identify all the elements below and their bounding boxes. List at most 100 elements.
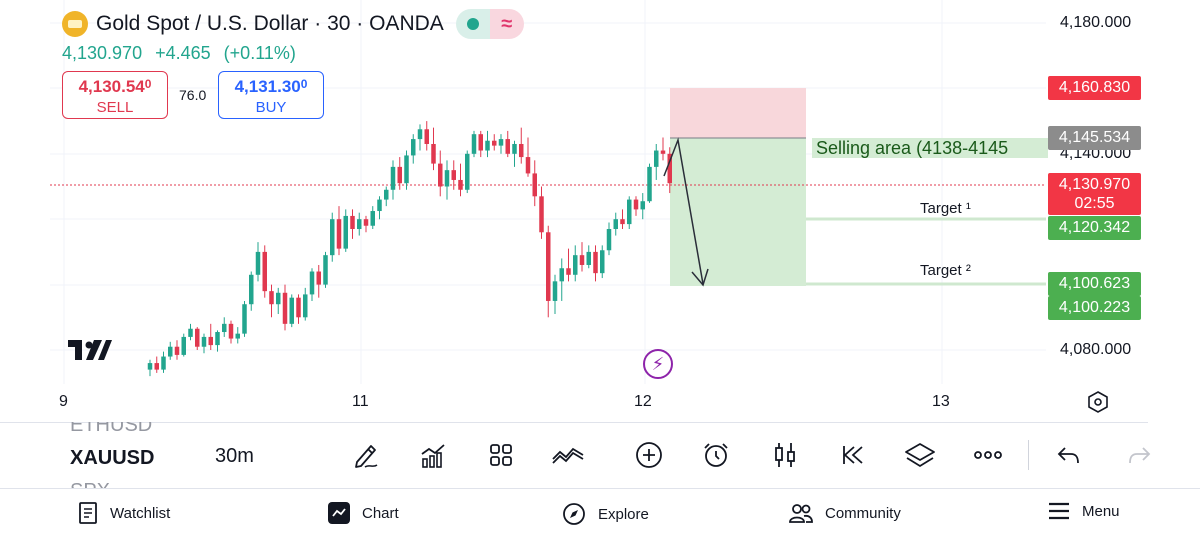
nav-community[interactable]: Community <box>789 502 901 524</box>
candle-body <box>640 201 645 210</box>
candle-body <box>606 229 612 251</box>
nav-chart[interactable]: Chart <box>328 502 399 524</box>
price-change: +4.465 <box>155 43 211 63</box>
symbol-current[interactable]: XAUUSD <box>70 447 155 469</box>
price-tick-4180: 4,180.000 <box>1060 14 1132 31</box>
interval-selector[interactable]: 30m <box>215 445 254 467</box>
candle-body <box>377 199 382 212</box>
nav-watchlist-label: Watchlist <box>110 504 171 522</box>
price-change-percent: (+0.11%) <box>223 43 296 63</box>
buy-price: 4,131.300 <box>234 77 308 96</box>
candle-body <box>559 268 564 282</box>
candle-body <box>228 323 234 339</box>
indicators-icon[interactable] <box>416 438 450 472</box>
candle-body <box>465 153 470 190</box>
layers-icon[interactable] <box>903 438 937 472</box>
pencil-icon[interactable] <box>349 438 383 472</box>
candle-body <box>566 268 571 275</box>
grid-icon[interactable] <box>484 438 518 472</box>
candle-body <box>181 336 186 355</box>
candle-body <box>552 281 558 301</box>
arrow-head-icon <box>691 268 709 287</box>
target-zone <box>670 138 806 286</box>
replay-icon[interactable] <box>835 438 869 472</box>
hamburger-menu-icon <box>1049 502 1069 520</box>
nav-menu-label: Menu <box>1082 502 1120 520</box>
candle-body <box>485 140 490 151</box>
candle-body <box>647 166 652 202</box>
candle-body <box>660 150 666 154</box>
candle-body <box>276 292 281 305</box>
symbol-header[interactable]: Gold Spot / U.S. Dollar · 30 · OANDA ≈ <box>62 8 524 40</box>
trend-arrow-line <box>663 137 704 285</box>
candle-body <box>424 129 429 144</box>
tradingview-logo-icon <box>68 340 112 360</box>
candle-body <box>269 291 274 305</box>
target1-label[interactable]: Target ¹ <box>920 200 971 217</box>
sell-button[interactable]: 4,130.540 SELL <box>62 71 168 119</box>
extended-hours-icon: ≈ <box>489 9 524 39</box>
nav-chart-label: Chart <box>362 504 399 522</box>
candle-body <box>633 199 639 210</box>
target1-price-tag: 4,120.342 <box>1048 216 1141 240</box>
candle-body <box>384 189 389 200</box>
nav-menu[interactable]: Menu <box>1048 502 1120 520</box>
candle-body <box>147 363 153 370</box>
market-status-pill[interactable]: ≈ <box>455 9 524 39</box>
candle-body <box>519 143 524 158</box>
buy-label: BUY <box>255 99 287 116</box>
symbol-prev[interactable]: ETHUSD <box>70 422 153 436</box>
candle-body <box>174 346 180 355</box>
target2-alt-price-tag: 4,100.223 <box>1048 296 1141 320</box>
more-icon[interactable] <box>971 438 1005 472</box>
candle-body <box>208 336 213 346</box>
stop-loss-zone <box>670 88 806 138</box>
drawing-lines-icon[interactable] <box>551 438 585 472</box>
sell-price: 4,130.540 <box>78 77 152 96</box>
chart-settings-icon[interactable] <box>1086 390 1110 414</box>
selling-area-label[interactable]: Selling area (4138-4145 <box>812 138 1046 158</box>
current-price-tag: 4,130.970 02:55 <box>1048 173 1141 215</box>
candle-body <box>478 134 483 151</box>
candle-body <box>438 163 443 187</box>
candle-body <box>282 292 288 324</box>
time-tick-11: 11 <box>352 393 369 410</box>
undo-icon[interactable] <box>1052 438 1086 472</box>
candles-icon[interactable] <box>768 438 802 472</box>
candle-body <box>168 346 173 357</box>
nav-explore[interactable]: Explore <box>562 502 649 526</box>
symbol-title: Gold Spot / U.S. Dollar · 30 · OANDA <box>96 12 444 35</box>
bottom-navigation: Watchlist Chart Explore Community Menu <box>0 488 1200 540</box>
candle-body <box>404 155 409 184</box>
target2-label[interactable]: Target ² <box>920 262 971 279</box>
lightning-icon[interactable]: ⚡ <box>643 349 673 379</box>
price-tick-4080: 4,080.000 <box>1060 341 1132 358</box>
candle-body <box>627 199 632 225</box>
candle-body <box>309 271 315 295</box>
candle-body <box>613 219 618 230</box>
target2-price-tag: 4,100.623 <box>1048 272 1141 296</box>
candle-body <box>667 153 672 184</box>
drawings <box>663 137 709 287</box>
candle-body <box>161 356 166 370</box>
add-circle-icon[interactable] <box>632 438 666 472</box>
candle-body <box>249 274 254 305</box>
candle-body <box>431 143 436 164</box>
candle-body <box>492 140 497 146</box>
candle-body <box>336 219 342 249</box>
candle-body <box>242 304 247 334</box>
stop-loss-price-tag: 4,160.830 <box>1048 76 1141 100</box>
position-zones <box>670 88 1048 286</box>
current-price-value: 4,130.970 <box>1058 176 1131 193</box>
alarm-icon[interactable] <box>699 438 733 472</box>
time-tick-13: 13 <box>932 393 950 410</box>
candle-body <box>579 255 585 265</box>
symbol-next[interactable]: SPX <box>70 480 110 488</box>
candle-body <box>397 166 402 184</box>
candle-body <box>330 219 335 256</box>
nav-watchlist[interactable]: Watchlist <box>78 502 170 524</box>
redo-icon[interactable] <box>1122 438 1156 472</box>
buy-button[interactable]: 4,131.300 BUY <box>218 71 324 119</box>
symbol-switcher[interactable]: ETHUSD XAUUSD SPX <box>70 422 180 488</box>
